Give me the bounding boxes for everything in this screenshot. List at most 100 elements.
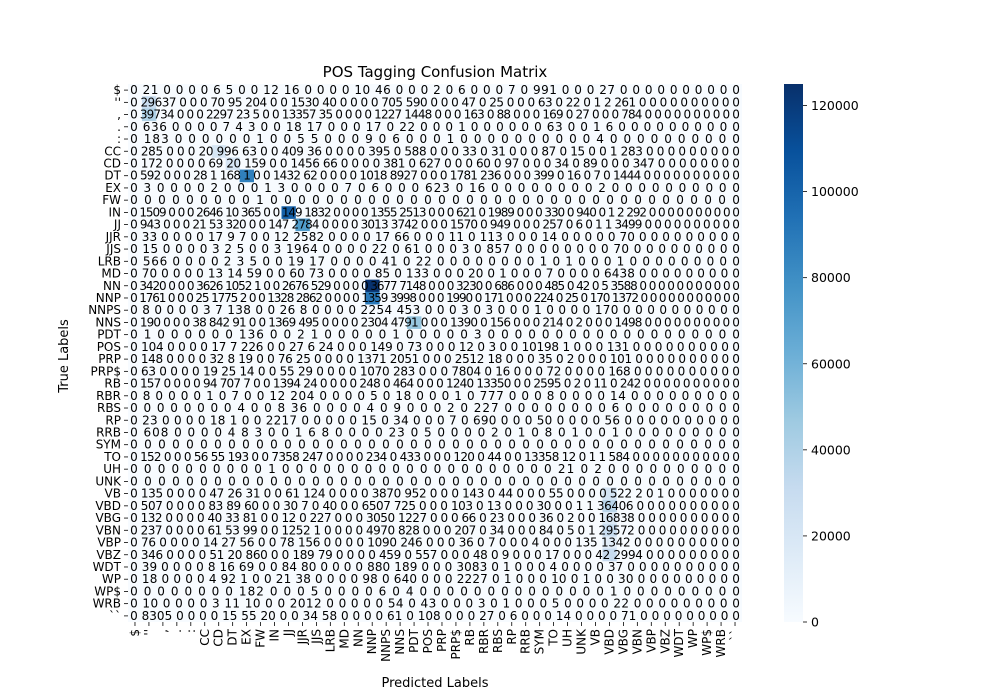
- cell-annotations: 0 21 0 0 0 0 6 5 0 0 12 16 0 0 0 0 10 46…: [130, 83, 740, 623]
- heatmap-cell: [365, 291, 380, 305]
- y-tick-label: POS: [97, 340, 121, 354]
- y-tick-label: RB: [104, 377, 121, 391]
- x-tick-label: $: [128, 629, 142, 637]
- x-tick-label: RBS: [491, 629, 505, 653]
- row-annotations: 0 152 0 0 0 56 55 193 0 0 7358 247 0 0 0…: [130, 450, 740, 464]
- y-tick-label: NNPS: [88, 303, 121, 317]
- y-tick-label: VB: [105, 487, 121, 501]
- row-annotations: 0 0 0 0 0 0 0 0 0 0 0 0 0 0 0 0 0 0 0 0 …: [130, 474, 740, 488]
- row-annotations: 0 1761 0 0 0 25 1775 2 0 0 1328 2862 0 0…: [130, 291, 740, 305]
- x-tick-label: UH: [561, 629, 575, 647]
- y-tick-label: SYM: [96, 438, 121, 452]
- y-tick-label: UH: [103, 462, 121, 476]
- heatmap-cell: [407, 316, 422, 329]
- heatmap-cell: [141, 108, 157, 122]
- y-tick-label: DT: [104, 169, 121, 183]
- x-tick-label: RBR: [477, 629, 491, 654]
- heatmap-background: [128, 84, 742, 622]
- x-tick-label: RRB: [519, 629, 533, 654]
- y-tick-label: MD: [101, 267, 121, 281]
- x-tick-label: .: [170, 629, 184, 633]
- row-annotations: 0 104 0 0 0 0 17 7 226 0 0 27 6 24 0 0 0…: [130, 340, 740, 354]
- x-tick-label: WDT: [672, 628, 686, 657]
- x-tick-label: SYM: [533, 629, 547, 654]
- heatmap-cell: [211, 145, 227, 158]
- x-tick-label: CD: [212, 629, 226, 647]
- x-tick-label: WP: [686, 629, 700, 648]
- row-annotations: 0 18 0 0 0 0 4 92 1 0 0 21 38 0 0 0 0 98…: [130, 572, 740, 586]
- row-annotations: 0 0 0 0 0 0 0 0 0 0 1 0 0 0 0 0 0 0 0 0 …: [130, 462, 740, 476]
- x-tick-label: FW: [254, 629, 268, 648]
- y-tick-label: LRB: [98, 254, 121, 268]
- x-tick-label: VBN: [630, 629, 644, 654]
- heatmap-cell: [602, 548, 617, 562]
- heatmap-cell: [602, 511, 617, 525]
- y-tick-label: FW: [102, 193, 121, 207]
- x-tick-label: :: [184, 629, 198, 633]
- row-annotations: 0 592 0 0 0 28 1 168 1 0 0 1432 62 0 0 0…: [130, 169, 740, 183]
- x-tick-label: MD: [337, 629, 351, 649]
- y-tick-label: NNS: [95, 315, 121, 329]
- row-annotations: 0 63 0 0 0 0 19 25 14 0 0 55 29 0 0 0 0 …: [130, 364, 740, 378]
- y-tick-label: JJ: [113, 218, 121, 232]
- row-annotations: 0 39 0 0 0 0 8 16 69 0 0 84 80 0 0 0 0 8…: [130, 560, 740, 574]
- x-tick-label: PDT: [407, 628, 421, 652]
- y-tick-label: UNK: [95, 474, 122, 488]
- x-tick-label: PRP$: [449, 629, 463, 659]
- heatmap-cells: [128, 84, 742, 622]
- x-tick-label: CC: [198, 629, 212, 646]
- row-annotations: 0 172 0 0 0 0 69 20 159 0 0 1456 66 0 0 …: [130, 156, 740, 170]
- row-annotations: 0 566 0 0 0 0 2 3 5 0 0 19 17 0 0 0 0 41…: [130, 254, 740, 268]
- x-tick-label: VBP: [644, 629, 658, 653]
- x-tick-label: DT: [226, 628, 240, 645]
- colorbar-tick-label: 40000: [811, 442, 851, 457]
- colorbar-ticks: 0 20000 40000 60000 80000 100000 120000: [803, 98, 859, 630]
- y-tick-label: JJS: [105, 242, 121, 256]
- y-tick-label: '': [114, 95, 121, 109]
- x-tick-label: JJ: [281, 629, 295, 637]
- colorbar-tick-label: 100000: [811, 184, 859, 199]
- row-annotations: 0 76 0 0 0 0 14 27 56 0 0 78 156 0 0 0 0…: [130, 536, 740, 550]
- y-tick-label: VBP: [97, 536, 121, 550]
- y-tick-labels: $'',.:CCCDDTEXFWINJJJJRJJSLRBMDNNNNPNNPS…: [88, 83, 128, 623]
- row-annotations: 0 285 0 0 0 20 996 63 0 0 409 36 0 0 0 0…: [130, 144, 740, 158]
- x-tick-label: VBG: [616, 629, 630, 655]
- y-tick-label: JJR: [105, 230, 121, 244]
- row-annotations: 0 39734 0 0 0 2297 23 5 0 0 13357 35 0 0…: [130, 108, 740, 122]
- x-tick-label: '': [142, 629, 156, 636]
- row-annotations: 0 0 0 0 0 0 0 0 4 0 0 8 36 0 0 0 0 4 0 9…: [130, 401, 740, 415]
- row-annotations: 0 183 0 0 0 0 0 0 1 0 0 5 5 0 0 0 9 0 6 …: [130, 132, 740, 146]
- y-tick-label: ,: [117, 108, 121, 122]
- row-annotations: 0 10 0 0 0 0 3 11 10 0 0 2012 0 0 0 0 0 …: [130, 597, 740, 611]
- heatmap-cell: [295, 218, 310, 232]
- y-tick-label: WP$: [94, 584, 121, 598]
- x-tick-label: RP: [505, 629, 519, 645]
- row-annotations: 0 8305 0 0 0 0 15 55 20 0 0 34 58 0 0 0 …: [130, 609, 740, 623]
- y-tick-label: PDT: [97, 328, 121, 342]
- x-tick-label: VBD: [602, 629, 616, 655]
- row-annotations: 0 8 0 0 0 0 1 0 7 0 0 12 204 0 0 0 0 5 0…: [130, 389, 740, 403]
- x-tick-labels: $ '',.: CC CD DT EX FW IN JJ JJR JJS LRB MD NN NNP NNPS…: [128, 622, 742, 662]
- y-tick-label: EX: [105, 181, 121, 195]
- heatmap-cell: [281, 206, 296, 219]
- row-annotations: 0 135 0 0 0 0 47 26 31 0 0 61 124 0 0 0 …: [130, 487, 740, 501]
- colorbar-tick-label: 0: [811, 615, 819, 630]
- y-tick-label: WDT: [93, 560, 122, 574]
- row-annotations: 0 70 0 0 0 0 13 14 59 0 0 60 73 0 0 0 0 …: [130, 267, 740, 281]
- x-tick-label: JJS: [309, 629, 323, 645]
- heatmap-cell: [225, 157, 241, 170]
- y-tick-label: VBD: [95, 499, 121, 513]
- row-annotations: 0 943 0 0 0 21 53 320 0 0 147 2784 0 0 0…: [130, 218, 740, 232]
- x-tick-label: NN: [351, 629, 365, 647]
- row-annotations: 0 8 0 0 0 0 3 7 138 0 0 26 8 0 0 0 0 225…: [130, 303, 740, 317]
- heatmap-cell: [365, 279, 380, 293]
- y-tick-label: CC: [104, 144, 121, 158]
- heatmap-cell: [602, 524, 617, 537]
- x-tick-label: UNK: [575, 628, 589, 655]
- row-annotations: 0 157 0 0 0 0 94 707 7 0 0 1394 24 0 0 0…: [130, 377, 740, 391]
- x-tick-label: NNP: [365, 629, 379, 654]
- row-annotations: 0 21 0 0 0 0 6 5 0 0 12 16 0 0 0 0 10 46…: [130, 83, 740, 97]
- x-tick-label: PRP: [435, 629, 449, 652]
- y-tick-label: NNP: [96, 291, 121, 305]
